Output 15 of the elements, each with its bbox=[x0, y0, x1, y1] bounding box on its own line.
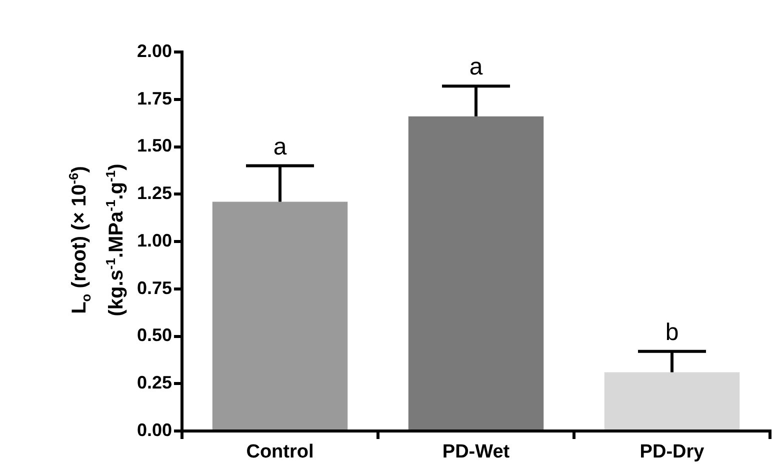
y-tick-label: 0.25 bbox=[136, 372, 172, 393]
x-tick-label: PD-Dry bbox=[640, 442, 705, 463]
y-tick-label: 2.00 bbox=[136, 40, 172, 61]
annotation: a bbox=[469, 54, 484, 81]
y-tick-label: 0.00 bbox=[136, 420, 172, 440]
x-tick-label: PD-Wet bbox=[442, 442, 510, 463]
annotation: b bbox=[665, 319, 679, 346]
y-tick-label: 0.50 bbox=[136, 325, 172, 346]
y-tick-label: 0.75 bbox=[136, 278, 172, 298]
y-tick-label: 1.00 bbox=[136, 230, 172, 250]
annotation: a bbox=[273, 133, 288, 160]
y-tick-label: 1.25 bbox=[136, 183, 172, 204]
y-tick-label: 1.75 bbox=[136, 88, 172, 108]
y-tick-label: 1.50 bbox=[136, 136, 172, 156]
x-tick-label: Control bbox=[246, 442, 314, 463]
